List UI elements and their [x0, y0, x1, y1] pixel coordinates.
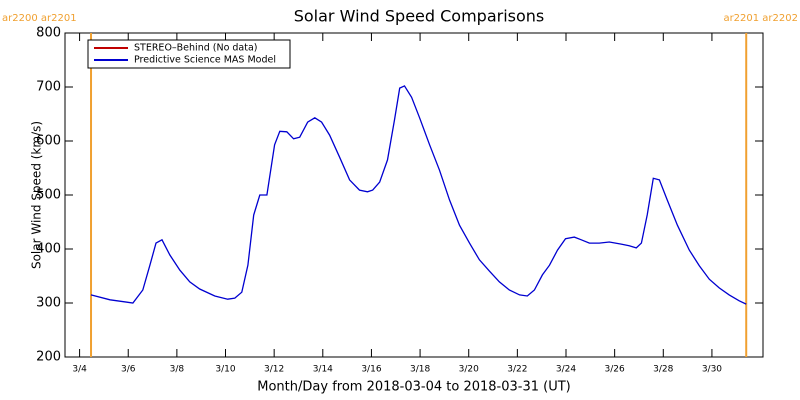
- legend-label: Predictive Science MAS Model: [134, 55, 276, 66]
- series-line: [90, 85, 747, 305]
- x-tick-label: 3/28: [653, 365, 673, 375]
- x-tick-label: 3/24: [556, 365, 576, 375]
- x-tick-label: 3/22: [507, 365, 527, 375]
- y-tick-label: 800: [36, 26, 61, 41]
- y-tick-label: 500: [36, 188, 61, 203]
- x-tick-label: 3/6: [121, 365, 136, 375]
- x-tick-label: 3/30: [702, 365, 722, 375]
- x-tick-label: 3/26: [605, 365, 625, 375]
- y-tick-label: 600: [36, 134, 61, 149]
- boundary-label: ar2201 ar2202: [723, 13, 798, 24]
- y-tick-label: 400: [36, 242, 61, 257]
- x-tick-label: 3/4: [72, 365, 87, 375]
- y-tick-label: 200: [36, 350, 61, 365]
- x-tick-label: 3/20: [459, 365, 479, 375]
- x-tick-label: 3/12: [264, 365, 284, 375]
- x-tick-label: 3/14: [313, 365, 333, 375]
- chart-title: Solar Wind Speed Comparisons: [294, 7, 545, 26]
- legend-box: [87, 39, 291, 69]
- y-tick-label: 700: [36, 80, 61, 95]
- boundary-label: ar2200 ar2201: [2, 13, 77, 24]
- x-tick-label: 3/10: [215, 365, 235, 375]
- x-tick-label: 3/18: [410, 365, 430, 375]
- x-tick-label: 3/8: [170, 365, 185, 375]
- y-tick-label: 300: [36, 296, 61, 311]
- x-tick-label: 3/16: [361, 365, 381, 375]
- x-axis-label: Month/Day from 2018-03-04 to 2018-03-31 …: [257, 380, 570, 395]
- y-axis-label: Solar Wind Speed (km/s): [30, 121, 44, 269]
- legend-label: STEREO–Behind (No data): [134, 43, 258, 54]
